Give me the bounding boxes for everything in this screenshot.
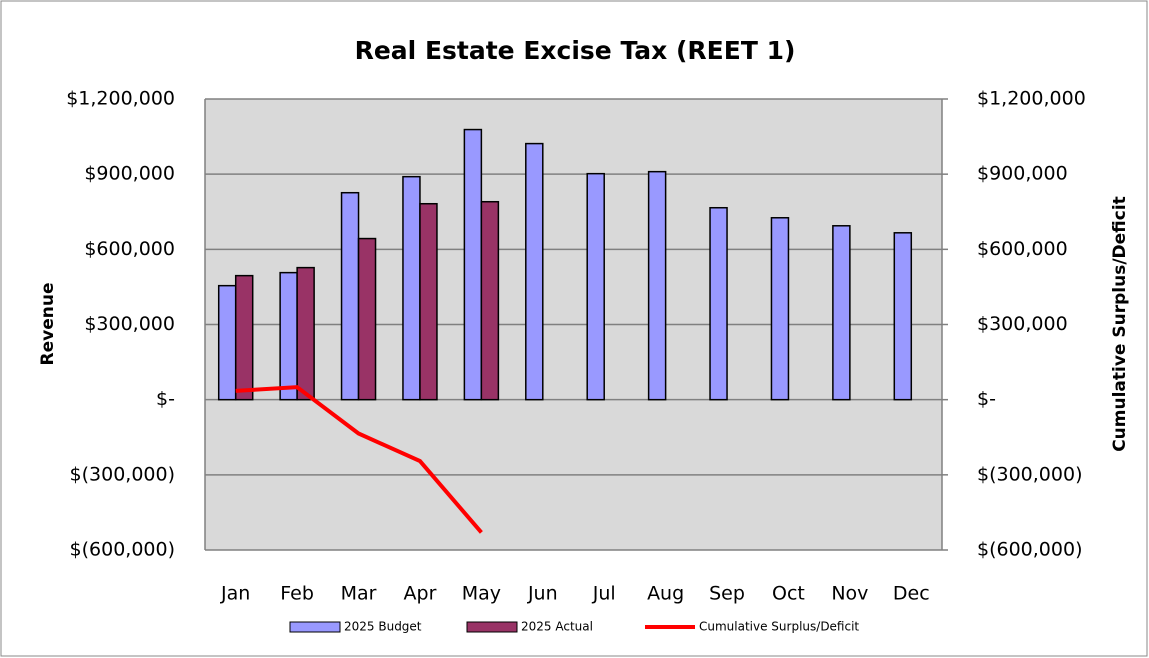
y2-tick-label: $1,200,000 [977, 88, 1086, 110]
x-tick-label: May [462, 583, 501, 605]
bar [893, 232, 913, 401]
bar [586, 172, 605, 401]
y-tick-label: $(600,000) [70, 539, 175, 561]
y2-tick-label: $- [977, 388, 996, 410]
bar [296, 266, 315, 401]
y2-tick-label: $(300,000) [977, 463, 1082, 485]
x-tick-label: Aug [647, 583, 684, 605]
bar [217, 284, 237, 401]
y2-tick-label: $600,000 [977, 238, 1068, 260]
bar [279, 271, 298, 401]
bar [525, 142, 544, 401]
legend-label: 2025 Actual [521, 620, 593, 634]
legend-swatch [289, 621, 341, 633]
x-tick-label: Jul [592, 583, 616, 605]
y2-tick-label: $900,000 [977, 163, 1068, 185]
y-tick-label: $600,000 [84, 238, 175, 260]
bar [463, 128, 483, 401]
bar [709, 206, 728, 401]
y2-tick-label: $300,000 [977, 313, 1068, 335]
y2-tick-label: $(600,000) [977, 539, 1082, 561]
y-tick-label: $- [156, 388, 175, 410]
x-tick-label: Oct [772, 583, 805, 605]
bar [770, 217, 790, 401]
bar [340, 191, 360, 401]
y-tick-label: $(300,000) [70, 463, 175, 485]
chart-title: Real Estate Excise Tax (REET 1) [355, 36, 796, 65]
x-tick-label: Apr [404, 583, 437, 605]
bar [234, 274, 254, 401]
x-tick-label: Nov [831, 583, 868, 605]
y-axis-label: Revenue [38, 283, 58, 366]
legend-label: Cumulative Surplus/Deficit [699, 620, 859, 634]
bar [480, 200, 500, 401]
x-tick-label: Mar [341, 583, 377, 605]
x-tick-label: Jan [220, 583, 250, 605]
bar [402, 175, 421, 401]
bar [357, 237, 377, 401]
y2-axis-label: Cumulative Surplus/Deficit [1110, 196, 1130, 452]
bar [419, 202, 438, 401]
bar [647, 170, 667, 401]
x-tick-label: Sep [709, 583, 745, 605]
y-tick-label: $1,200,000 [66, 88, 175, 110]
bar [832, 225, 851, 401]
legend-label: 2025 Budget [344, 620, 422, 634]
line [235, 385, 483, 534]
y-tick-label: $900,000 [84, 163, 175, 185]
y-tick-label: $300,000 [84, 313, 175, 335]
legend-swatch [466, 621, 518, 633]
x-tick-label: Dec [893, 583, 930, 605]
x-tick-label: Jun [527, 583, 558, 605]
x-tick-label: Feb [280, 583, 314, 605]
